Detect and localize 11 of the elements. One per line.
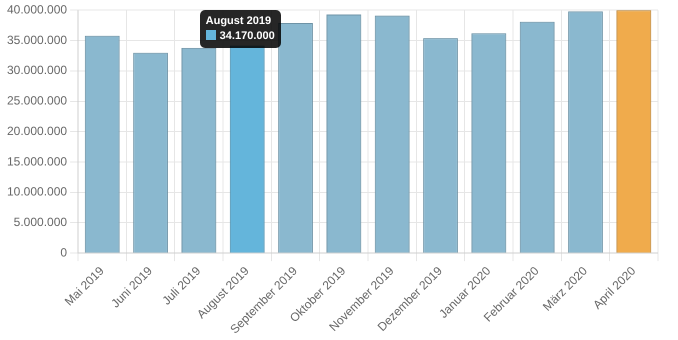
y-tick-label: 35.000.000 [6,32,68,47]
y-tick-label: 0 [60,245,68,260]
y-tick-label: 40.000.000 [6,2,68,17]
y-tick-label: 30.000.000 [6,63,68,78]
y-tick-label: 5.000.000 [14,215,68,230]
y-tick-label: 10.000.000 [6,184,68,199]
category-label: August 2019 [206,14,272,27]
y-tick-label: 15.000.000 [6,154,68,168]
data-label: 34.170.000 [220,30,275,42]
y-tick-label: 25.000.000 [6,94,68,108]
y-tick-label: 20.000.000 [6,124,68,138]
